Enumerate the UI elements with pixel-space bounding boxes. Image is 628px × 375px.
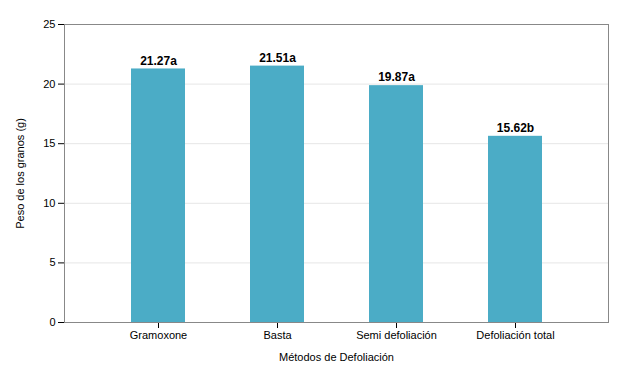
svg-text:15: 15 [43, 137, 55, 149]
svg-text:10: 10 [43, 197, 55, 209]
svg-text:15.62b: 15.62b [497, 121, 534, 135]
svg-text:19.87a: 19.87a [378, 70, 415, 84]
svg-text:Defoliación total: Defoliación total [476, 329, 554, 341]
svg-text:5: 5 [49, 256, 55, 268]
svg-text:20: 20 [43, 78, 55, 90]
svg-text:Peso de los granos (g): Peso de los granos (g) [14, 118, 26, 229]
svg-text:Semi defoliación: Semi defoliación [356, 329, 437, 341]
svg-text:Gramoxone: Gramoxone [130, 329, 187, 341]
svg-text:21.51a: 21.51a [259, 51, 296, 65]
svg-text:21.27a: 21.27a [140, 54, 177, 68]
svg-text:0: 0 [49, 316, 55, 328]
svg-text:Basta: Basta [263, 329, 292, 341]
svg-text:25: 25 [43, 18, 55, 30]
svg-text:Métodos de Defoliación: Métodos de Defoliación [279, 351, 394, 363]
